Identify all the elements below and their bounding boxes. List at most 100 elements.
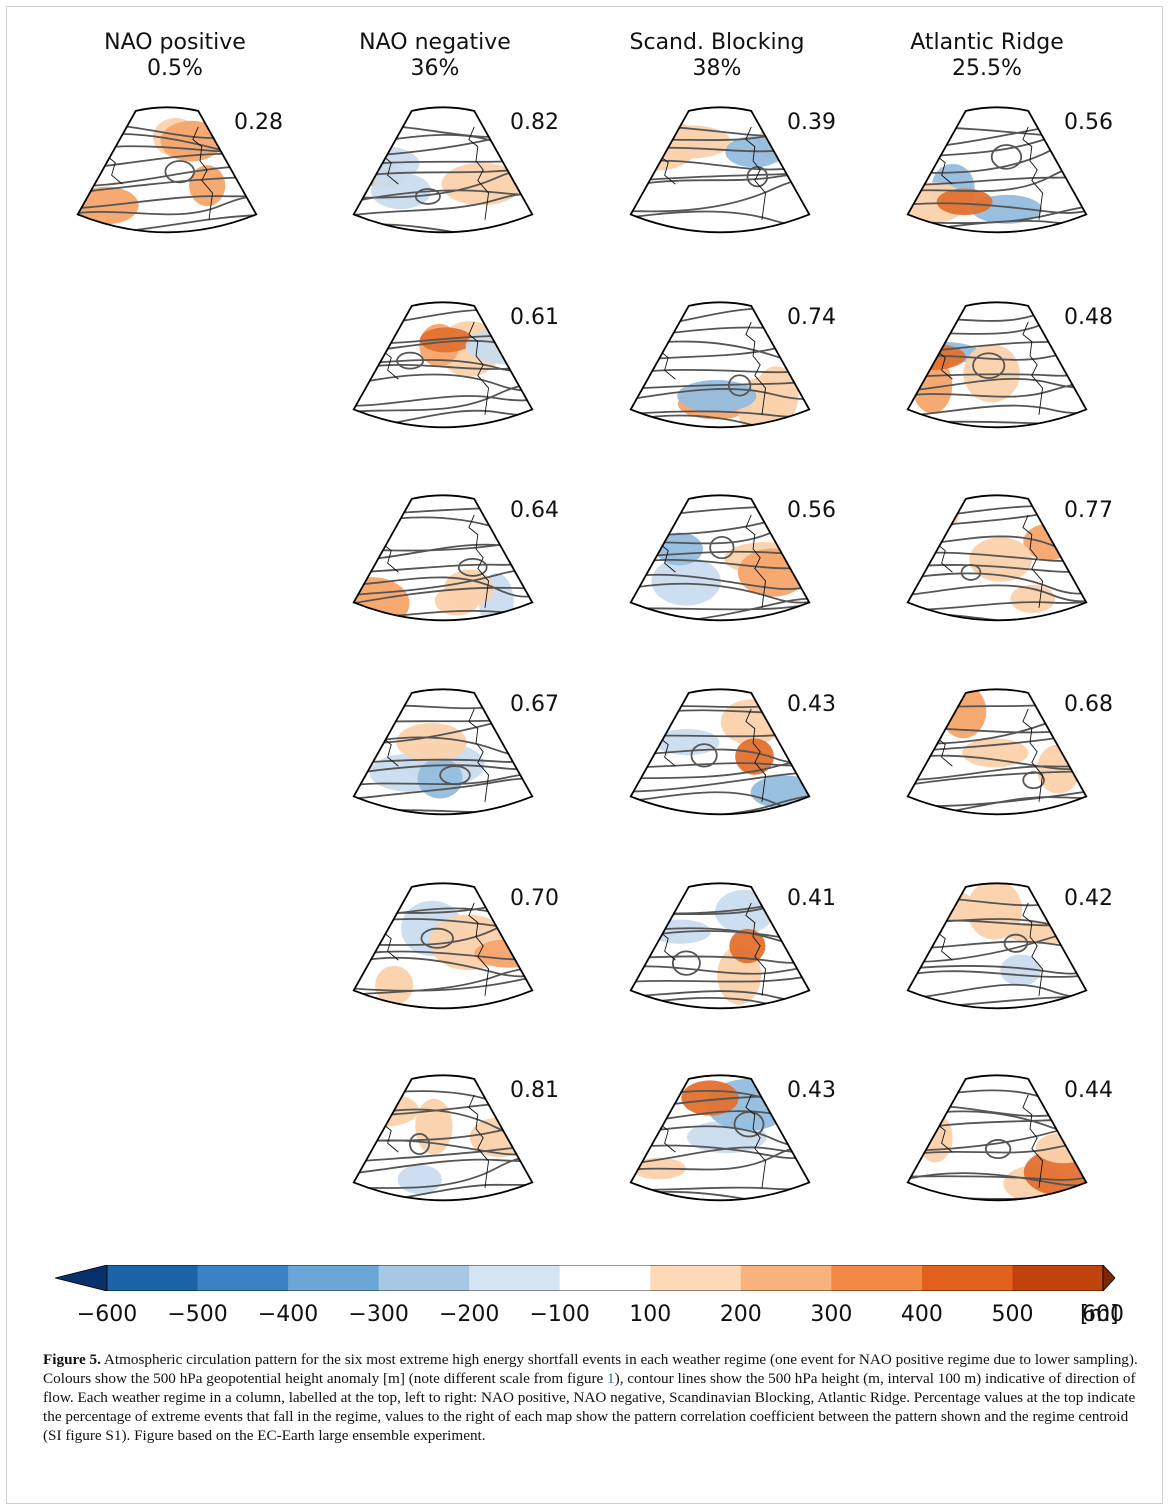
colorbar-tick-label: −100 bbox=[529, 1302, 590, 1327]
colorbar bbox=[55, 1265, 1115, 1291]
map-sector bbox=[76, 106, 258, 234]
anomaly-patch bbox=[397, 1164, 442, 1195]
map-outline bbox=[629, 106, 811, 234]
map-outline bbox=[352, 1074, 534, 1202]
pattern-correlation: 0.28 bbox=[234, 110, 283, 135]
colorbar-cell bbox=[1012, 1265, 1104, 1291]
map-sector bbox=[906, 301, 1088, 429]
map-sector bbox=[906, 1074, 1088, 1202]
closed-contour bbox=[990, 144, 1023, 170]
map-sector bbox=[352, 1074, 534, 1202]
height-contour bbox=[353, 570, 533, 598]
map-outline bbox=[906, 301, 1088, 429]
map-outline bbox=[352, 882, 534, 1010]
map-sector bbox=[906, 882, 1088, 1010]
pattern-correlation: 0.61 bbox=[510, 305, 559, 330]
anomaly-patch bbox=[966, 883, 1023, 940]
anomaly-patch bbox=[396, 723, 467, 762]
column-header: Scand. Blocking 38% bbox=[602, 30, 832, 82]
anomaly-patch bbox=[969, 537, 1033, 582]
map-outline bbox=[629, 1074, 811, 1202]
map-outline bbox=[76, 106, 258, 234]
anomaly-map bbox=[595, 682, 845, 852]
regime-percentage: 38% bbox=[692, 56, 742, 81]
anomaly-map bbox=[872, 1068, 1122, 1238]
anomaly-patch bbox=[910, 718, 943, 751]
height-contour bbox=[630, 758, 810, 780]
anomaly-map bbox=[872, 682, 1122, 852]
height-contour bbox=[630, 1144, 810, 1178]
height-contour bbox=[353, 777, 533, 805]
map-outline bbox=[906, 106, 1088, 234]
height-contour bbox=[630, 794, 810, 815]
height-contour bbox=[353, 771, 533, 792]
pattern-correlation: 0.42 bbox=[1064, 886, 1113, 911]
anomaly-map bbox=[872, 295, 1122, 465]
closed-contour bbox=[960, 563, 982, 581]
colorbar-high-extend bbox=[1102, 1265, 1115, 1291]
height-contour bbox=[907, 582, 1087, 603]
regime-percentage: 25.5% bbox=[952, 56, 1022, 81]
colorbar-tick-label: 500 bbox=[991, 1302, 1034, 1327]
closed-contour bbox=[396, 351, 425, 370]
colorbar-tick-label: 100 bbox=[629, 1302, 672, 1327]
colorbar-cell bbox=[559, 1265, 651, 1291]
colorbar-tick-label: −600 bbox=[76, 1302, 138, 1327]
map-outline bbox=[352, 106, 534, 234]
anomaly-patch bbox=[651, 557, 721, 606]
map-sector bbox=[629, 301, 811, 429]
caption-text-1: Atmospheric circulation pattern for the … bbox=[43, 1351, 1138, 1387]
height-contour bbox=[353, 189, 533, 210]
map-outline bbox=[906, 882, 1088, 1010]
pattern-correlation: 0.74 bbox=[787, 305, 836, 330]
height-contour bbox=[907, 796, 1087, 815]
pattern-correlation: 0.39 bbox=[787, 110, 836, 135]
anomaly-patch bbox=[370, 173, 431, 210]
closed-contour bbox=[690, 743, 718, 768]
colorbar-tick-label: −500 bbox=[167, 1302, 228, 1327]
map-sector bbox=[629, 882, 811, 1010]
height-contour bbox=[353, 383, 533, 418]
regime-name: Atlantic Ridge bbox=[910, 30, 1064, 55]
map-outline bbox=[906, 1074, 1088, 1202]
pattern-correlation: 0.43 bbox=[787, 1078, 836, 1103]
height-contour bbox=[630, 1146, 810, 1166]
anomaly-map bbox=[595, 876, 845, 1046]
colorbar-tick-label: 600 bbox=[1082, 1302, 1124, 1327]
height-contour bbox=[630, 969, 810, 986]
closed-contour bbox=[984, 1139, 1012, 1160]
map-sector bbox=[352, 494, 534, 622]
anomaly-patch bbox=[735, 738, 774, 775]
map-sector bbox=[629, 1074, 811, 1202]
pattern-correlation: 0.81 bbox=[510, 1078, 559, 1103]
colorbar-tick-label: 200 bbox=[719, 1302, 762, 1327]
anomaly-map bbox=[595, 295, 845, 465]
map-sector bbox=[352, 882, 534, 1010]
anomaly-map bbox=[318, 682, 568, 852]
map-sector bbox=[629, 106, 811, 234]
closed-contour bbox=[1022, 771, 1045, 790]
map-outline bbox=[352, 494, 534, 622]
map-outline bbox=[352, 301, 534, 429]
map-outline bbox=[906, 494, 1088, 622]
height-contour bbox=[77, 193, 257, 211]
closed-contour bbox=[1003, 933, 1029, 953]
map-outline bbox=[629, 688, 811, 816]
colorbar-cell bbox=[831, 1265, 923, 1291]
height-contour bbox=[630, 582, 810, 604]
colorbar-tick-label: −300 bbox=[348, 1302, 409, 1327]
anomaly-map bbox=[872, 876, 1122, 1046]
caption-figure-link[interactable]: 1 bbox=[607, 1370, 615, 1387]
regime-percentage: 36% bbox=[410, 56, 460, 81]
anomaly-map bbox=[872, 488, 1122, 658]
colorbar-tick-label: −200 bbox=[438, 1302, 500, 1327]
pattern-correlation: 0.64 bbox=[510, 498, 559, 523]
anomaly-patch bbox=[353, 577, 410, 621]
colorbar-cell bbox=[107, 1265, 199, 1291]
height-contour bbox=[630, 771, 810, 793]
height-contour bbox=[907, 762, 1087, 782]
column-header: Atlantic Ridge 25.5% bbox=[872, 30, 1102, 82]
map-sector bbox=[906, 106, 1088, 234]
map-sector bbox=[906, 494, 1088, 622]
anomaly-map bbox=[318, 876, 568, 1046]
